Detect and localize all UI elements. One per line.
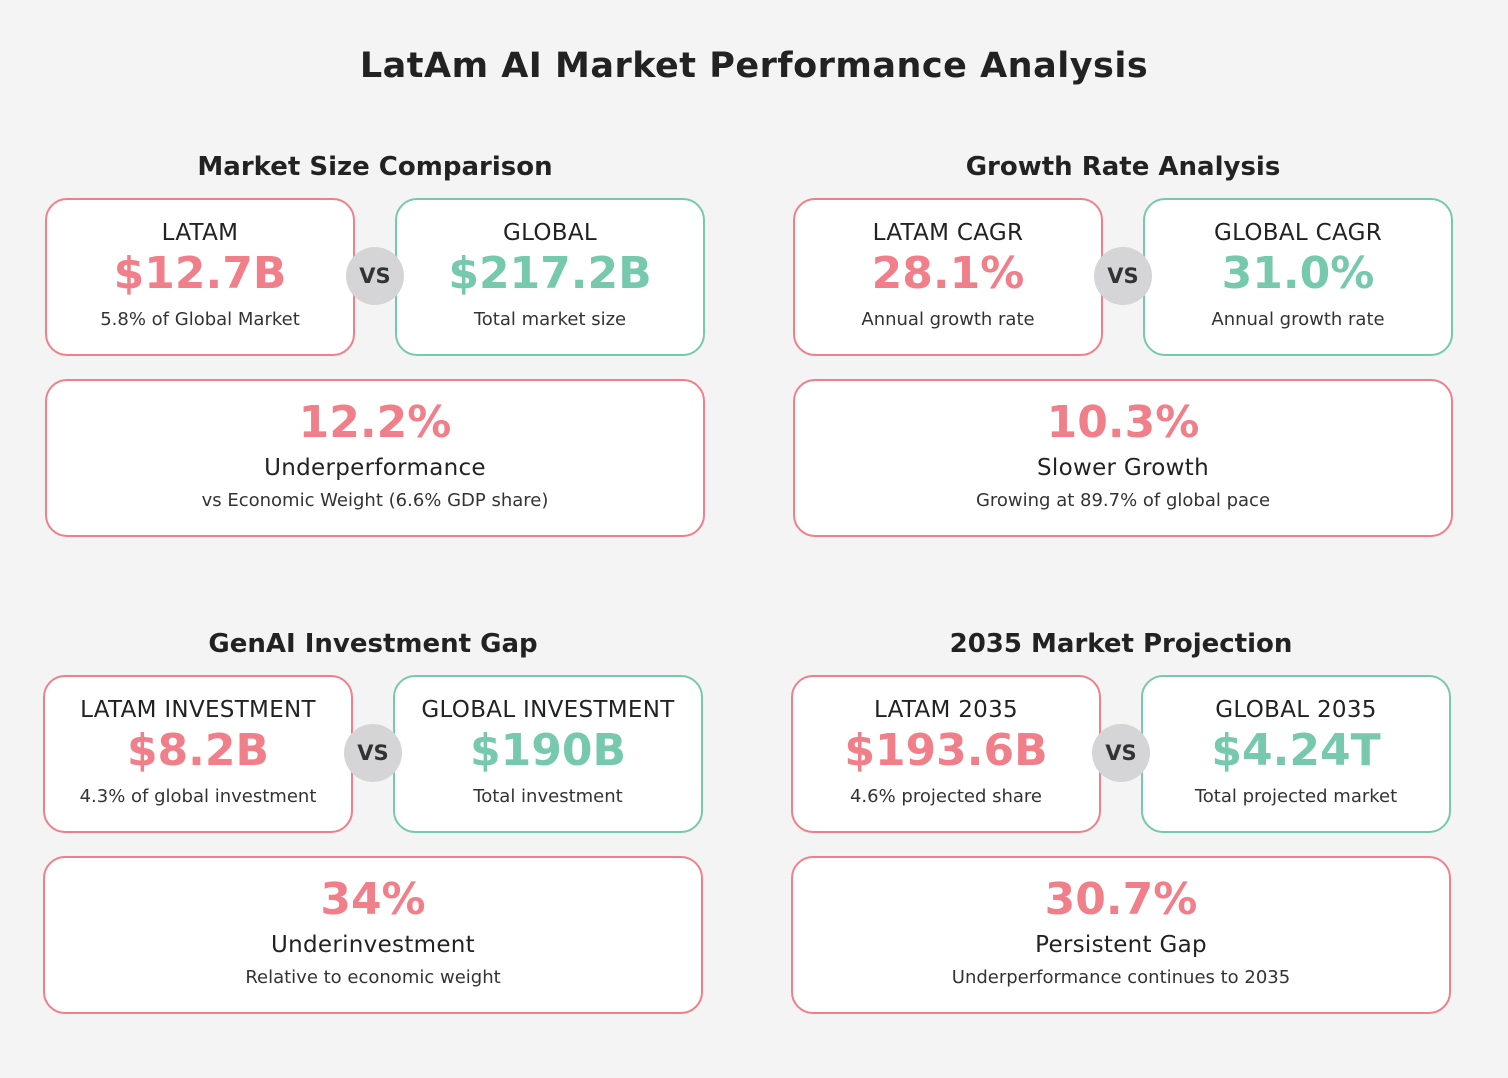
summary-subtext: Growing at 89.7% of global pace [975, 490, 1271, 511]
summary-value: 12.2% [298, 397, 452, 448]
summary-value: 34% [320, 874, 426, 925]
global-card: GLOBAL CAGR 31.0% Annual growth rate [1143, 198, 1453, 356]
card-label: GLOBAL INVESTMENT [421, 697, 675, 723]
summary-heading: Persistent Gap [1035, 932, 1207, 958]
section-genai-investment: GenAI Investment Gap LATAM INVESTMENT $8… [43, 627, 703, 1047]
section-title: Growth Rate Analysis [965, 152, 1281, 182]
global-card: GLOBAL INVESTMENT $190B Total investment [393, 675, 703, 833]
summary-card: 30.7% Persistent Gap Underperformance co… [791, 856, 1451, 1014]
summary-card: 34% Underinvestment Relative to economic… [43, 856, 703, 1014]
summary-card: 10.3% Slower Growth Growing at 89.7% of … [793, 379, 1453, 537]
card-label: LATAM [161, 220, 239, 246]
card-value: $217.2B [448, 248, 652, 299]
card-subtext: Annual growth rate [1211, 309, 1385, 330]
global-card: GLOBAL $217.2B Total market size [395, 198, 705, 356]
section-title: Market Size Comparison [197, 152, 553, 182]
summary-subtext: Underperformance continues to 2035 [951, 967, 1291, 988]
latam-card: LATAM $12.7B 5.8% of Global Market [45, 198, 355, 356]
card-value: $4.24T [1211, 725, 1381, 776]
card-subtext: Total market size [473, 309, 627, 330]
section-market-projection: 2035 Market Projection LATAM 2035 $193.6… [791, 627, 1451, 1047]
summary-heading: Underperformance [264, 455, 486, 481]
card-subtext: 4.3% of global investment [79, 786, 317, 807]
card-subtext: 5.8% of Global Market [100, 309, 300, 330]
latam-card: LATAM 2035 $193.6B 4.6% projected share [791, 675, 1101, 833]
card-subtext: Total investment [473, 786, 623, 807]
summary-heading: Slower Growth [1037, 455, 1209, 481]
summary-card: 12.2% Underperformance vs Economic Weigh… [45, 379, 705, 537]
summary-subtext: Relative to economic weight [245, 967, 501, 988]
card-subtext: 4.6% projected share [849, 786, 1043, 807]
card-value: $12.7B [113, 248, 287, 299]
summary-subtext: vs Economic Weight (6.6% GDP share) [201, 490, 549, 511]
card-label: LATAM 2035 [874, 697, 1018, 723]
section-title: 2035 Market Projection [949, 629, 1293, 659]
vs-badge: VS [344, 724, 402, 782]
vs-badge: VS [1094, 247, 1152, 305]
latam-card: LATAM CAGR 28.1% Annual growth rate [793, 198, 1103, 356]
card-subtext: Annual growth rate [861, 309, 1035, 330]
card-label: LATAM INVESTMENT [80, 697, 316, 723]
page-title: LatAm AI Market Performance Analysis [359, 46, 1149, 86]
card-label: GLOBAL [502, 220, 598, 246]
section-growth-rate: Growth Rate Analysis LATAM CAGR 28.1% An… [793, 150, 1453, 570]
card-value: $8.2B [126, 725, 270, 776]
summary-value: 10.3% [1046, 397, 1200, 448]
summary-value: 30.7% [1044, 874, 1198, 925]
section-title: GenAI Investment Gap [208, 629, 538, 659]
card-label: LATAM CAGR [872, 220, 1024, 246]
summary-heading: Underinvestment [271, 932, 475, 958]
latam-card: LATAM INVESTMENT $8.2B 4.3% of global in… [43, 675, 353, 833]
card-value: $190B [470, 725, 626, 776]
section-market-size: Market Size Comparison LATAM $12.7B 5.8%… [45, 150, 705, 570]
card-value: $193.6B [844, 725, 1048, 776]
card-subtext: Total projected market [1194, 786, 1398, 807]
global-card: GLOBAL 2035 $4.24T Total projected marke… [1141, 675, 1451, 833]
card-label: GLOBAL 2035 [1215, 697, 1377, 723]
card-value: 31.0% [1221, 248, 1375, 299]
vs-badge: VS [346, 247, 404, 305]
card-value: 28.1% [871, 248, 1025, 299]
card-label: GLOBAL CAGR [1213, 220, 1383, 246]
vs-badge: VS [1092, 724, 1150, 782]
